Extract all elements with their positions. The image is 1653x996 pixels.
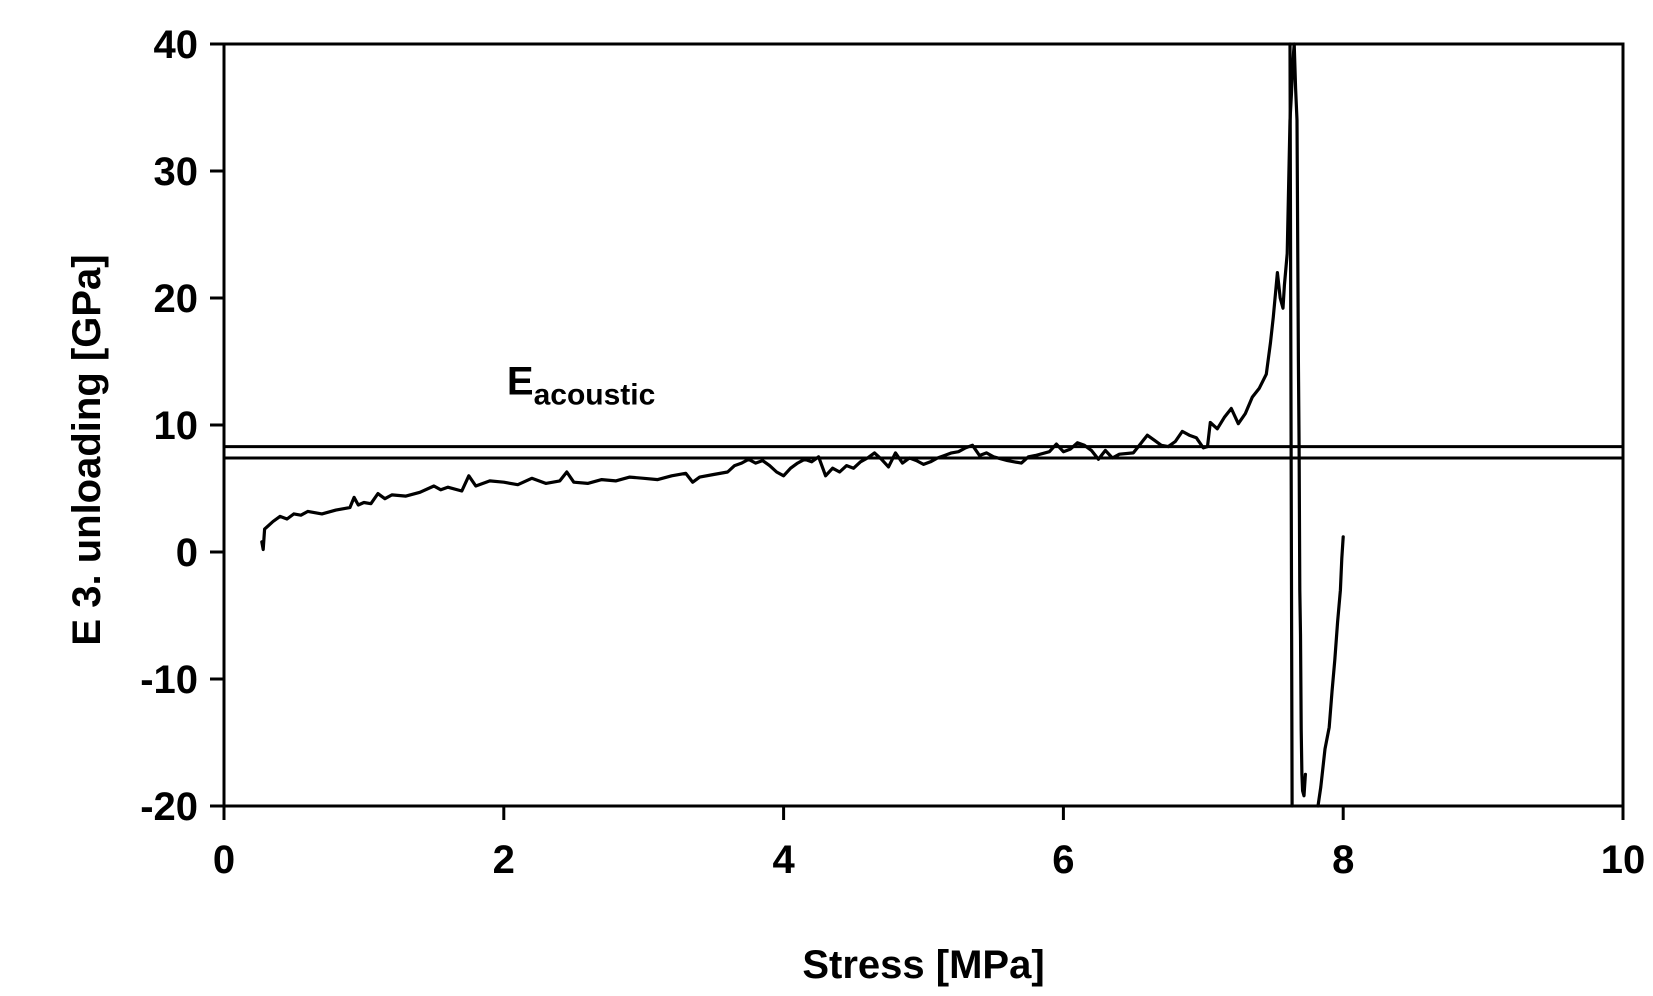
annotation-e-acoustic: Eacoustic xyxy=(507,359,655,411)
y-axis-ticks: -20 -10 0 10 20 30 40 xyxy=(140,23,224,829)
y-tick-label: 20 xyxy=(154,277,199,321)
series-layer xyxy=(260,42,1345,808)
y-axis-label: E 3. unloading [GPa] xyxy=(65,254,109,645)
x-axis-label: Stress [MPa] xyxy=(802,943,1044,987)
x-tick-label: 6 xyxy=(1052,838,1074,882)
x-tick-label: 8 xyxy=(1332,838,1354,882)
y-tick-label: -10 xyxy=(140,658,198,702)
x-tick-label: 10 xyxy=(1601,838,1646,882)
series-line-2 xyxy=(1288,42,1294,808)
series-line-0 xyxy=(260,42,1307,798)
y-tick-label: 10 xyxy=(154,404,199,448)
x-tick-label: 4 xyxy=(772,838,795,882)
annotation-subscript: acoustic xyxy=(534,378,656,411)
y-tick-label: -20 xyxy=(140,785,198,829)
plot-area xyxy=(222,42,1625,808)
y-tick-label: 40 xyxy=(154,23,199,67)
annotation-main: E xyxy=(507,359,534,403)
y-tick-label: 0 xyxy=(176,531,198,575)
x-tick-label: 2 xyxy=(493,838,515,882)
x-axis-ticks: 0 2 4 6 8 10 xyxy=(213,806,1645,882)
series-line-1 xyxy=(1316,535,1345,808)
plot-frame xyxy=(222,42,1625,808)
reference-lines xyxy=(224,445,1623,460)
y-tick-label: 30 xyxy=(154,150,199,194)
x-tick-label: 0 xyxy=(213,838,235,882)
